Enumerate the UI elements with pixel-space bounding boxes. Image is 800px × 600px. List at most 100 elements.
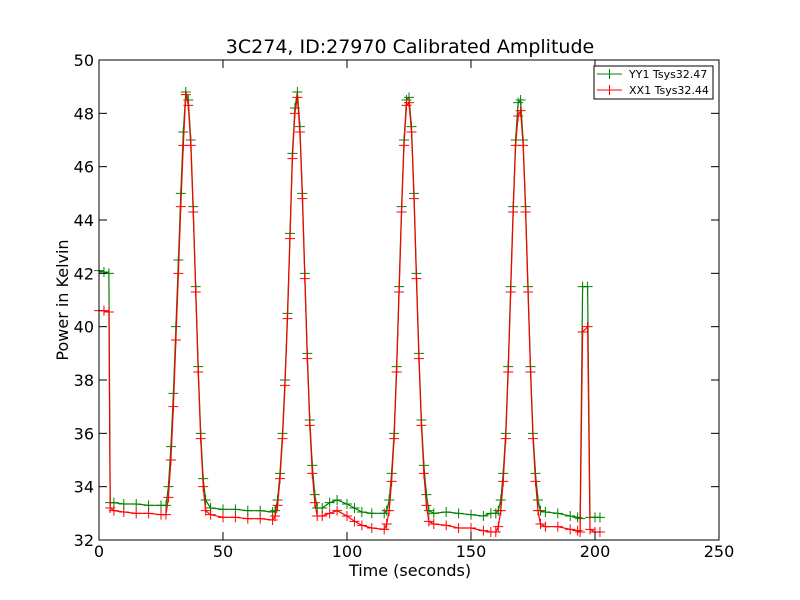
data-point xyxy=(304,420,315,431)
data-point xyxy=(180,89,191,100)
data-point xyxy=(200,505,211,516)
legend: YY1 Tsys32.47 XX1 Tsys32.44 xyxy=(593,65,714,100)
data-point xyxy=(218,512,228,523)
data-point xyxy=(108,505,119,516)
legend-marker-xx1 xyxy=(604,85,615,95)
data-point xyxy=(572,512,583,523)
data-point xyxy=(342,499,352,509)
data-point xyxy=(324,508,335,519)
data-point xyxy=(530,476,541,487)
data-point xyxy=(242,513,253,524)
data-point xyxy=(552,521,563,532)
data-point xyxy=(594,512,605,523)
data-point xyxy=(495,505,506,516)
data-point xyxy=(294,127,305,137)
x-tick-label: 50 xyxy=(213,542,233,561)
data-point xyxy=(103,307,114,317)
data-point xyxy=(594,527,605,537)
data-point xyxy=(185,140,196,151)
data-point xyxy=(270,511,281,521)
data-point xyxy=(160,509,171,520)
data-point xyxy=(384,495,395,505)
data-point xyxy=(394,287,405,297)
data-point xyxy=(349,516,360,527)
data-point xyxy=(195,433,206,444)
data-point xyxy=(255,513,266,524)
data-point xyxy=(317,511,328,521)
y-tick-label: 36 xyxy=(74,424,94,443)
data-point xyxy=(520,207,531,217)
data-point xyxy=(366,508,377,519)
data-point xyxy=(585,524,596,535)
data-point xyxy=(582,281,593,292)
data-point xyxy=(275,473,286,484)
data-point xyxy=(498,476,509,487)
data-point xyxy=(565,524,576,535)
data-point xyxy=(386,476,397,487)
y-tick-label: 50 xyxy=(74,51,94,70)
data-point xyxy=(396,207,407,217)
data-point xyxy=(423,505,434,516)
data-point xyxy=(324,497,335,508)
data-point xyxy=(493,521,504,532)
data-point xyxy=(441,507,452,517)
data-point xyxy=(175,201,186,212)
data-point xyxy=(428,508,439,519)
data-point xyxy=(332,505,343,516)
data-point xyxy=(411,273,422,284)
data-point xyxy=(205,509,216,520)
y-tick-label: 34 xyxy=(74,478,94,497)
data-point xyxy=(572,525,583,536)
data-point xyxy=(284,233,295,244)
data-point xyxy=(230,512,241,523)
data-point xyxy=(289,108,300,119)
data-point xyxy=(170,335,181,345)
data-point xyxy=(428,519,439,529)
data-point xyxy=(500,433,511,444)
data-point xyxy=(356,507,367,517)
data-point xyxy=(297,193,308,204)
data-point xyxy=(332,495,343,505)
data-point xyxy=(98,305,109,316)
legend-box xyxy=(593,65,714,100)
data-point xyxy=(406,127,417,137)
data-point xyxy=(466,523,476,533)
data-point xyxy=(200,495,211,505)
data-point xyxy=(515,95,526,105)
data-point xyxy=(552,508,563,519)
plot-frame xyxy=(98,59,720,541)
data-point xyxy=(418,468,429,479)
data-point xyxy=(508,207,519,217)
data-point xyxy=(575,527,586,537)
data-point xyxy=(478,525,489,536)
data-point xyxy=(565,511,576,521)
data-point xyxy=(299,273,310,284)
data-point xyxy=(399,140,410,151)
x-tick-label: 0 xyxy=(94,542,104,561)
data-point xyxy=(131,508,142,519)
x-tick-label: 250 xyxy=(704,542,735,561)
data-point xyxy=(505,287,516,297)
data-point xyxy=(193,367,204,377)
legend-marker-yy1 xyxy=(604,69,615,79)
series-1 xyxy=(94,89,605,537)
y-tick-label: 40 xyxy=(74,318,94,337)
data-point xyxy=(131,499,142,509)
data-point xyxy=(198,481,209,492)
legend-label-xx1: XX1 Tsys32.44 xyxy=(629,84,709,97)
data-point xyxy=(413,353,424,364)
data-point xyxy=(466,509,476,520)
data-point xyxy=(582,321,593,332)
data-point xyxy=(384,505,395,516)
ticks-layer: 0 50 100 150 200 250 32 34 36 38 40 42 44 46 48 50 xyxy=(74,51,735,561)
data-point xyxy=(391,367,402,377)
chart-title: 3C274, ID:27970 Calibrated Amplitude xyxy=(226,36,594,58)
y-axis-label: Power in Kelvin xyxy=(53,239,72,360)
data-point xyxy=(163,492,174,503)
data-point xyxy=(282,313,293,324)
data-point xyxy=(518,140,529,151)
data-point xyxy=(190,287,201,297)
data-point xyxy=(421,500,432,511)
data-point xyxy=(366,523,377,533)
data-point xyxy=(379,508,390,519)
